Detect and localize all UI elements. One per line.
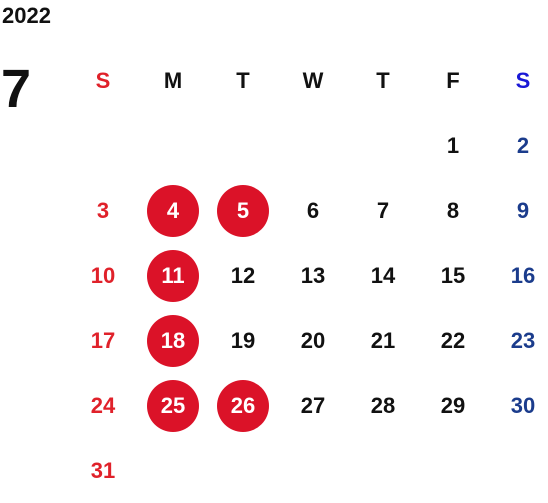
day-cell[interactable]: 1 [418,113,488,178]
day-cell[interactable]: 28 [348,373,418,438]
day-cell[interactable]: 8 [418,178,488,243]
day-number: 5 [217,184,269,237]
day-cell[interactable]: 2 [488,113,548,178]
day-cell[interactable]: 12 [208,243,278,308]
year-label: 2022 [2,3,51,28]
empty-day-cell [68,113,138,178]
weekday-header: F [446,67,460,93]
day-cell[interactable]: 22 [418,308,488,373]
weekday-header: T [236,67,250,93]
day-cell[interactable]: 30 [488,373,548,438]
empty-day-cell [208,113,278,178]
holiday-day-cell[interactable]: 26 [208,373,278,438]
day-number: 13 [300,262,326,288]
day-number: 8 [446,197,460,223]
day-number: 11 [147,249,199,302]
holiday-day-cell[interactable]: 18 [138,308,208,373]
day-cell[interactable]: 3 [68,178,138,243]
day-number: 6 [306,197,320,223]
day-number: 15 [440,262,466,288]
day-number: 23 [510,327,536,353]
holiday-day-cell[interactable]: 4 [138,178,208,243]
day-number: 25 [147,379,199,432]
day-number: 19 [230,327,256,353]
calendar-grid: S M T W T F S 1 2 3 4 5 6 7 8 9 10 11 12 13 14 15 16 17 18 19 20 21… [68,48,548,503]
day-number: 18 [147,314,199,367]
empty-day-cell [278,113,348,178]
day-number: 16 [510,262,536,288]
day-cell[interactable]: 20 [278,308,348,373]
weekday-header: M [163,67,183,93]
day-number: 31 [90,457,116,483]
day-number: 4 [147,184,199,237]
holiday-day-cell[interactable]: 11 [138,243,208,308]
weekday-header: W [302,67,324,93]
day-number: 9 [516,197,530,223]
day-cell[interactable]: 24 [68,373,138,438]
day-number: 12 [230,262,256,288]
day-number: 26 [217,379,269,432]
day-number: 21 [370,327,396,353]
month-number: 7 [1,59,32,119]
day-cell[interactable]: 31 [68,438,138,503]
day-number: 24 [90,392,116,418]
day-number: 22 [440,327,466,353]
day-number: 20 [300,327,326,353]
weekday-header: T [376,67,390,93]
day-cell[interactable]: 29 [418,373,488,438]
day-number: 3 [96,197,110,223]
day-cell[interactable]: 19 [208,308,278,373]
day-number: 2 [516,132,530,158]
day-cell[interactable]: 10 [68,243,138,308]
day-number: 14 [370,262,396,288]
day-cell[interactable]: 14 [348,243,418,308]
day-cell[interactable]: 9 [488,178,548,243]
holiday-day-cell[interactable]: 5 [208,178,278,243]
day-number: 30 [510,392,536,418]
day-number: 28 [370,392,396,418]
weekday-header: S [95,67,111,93]
day-number: 17 [90,327,116,353]
weekday-header: S [515,67,531,93]
day-number: 1 [446,132,460,158]
day-cell[interactable]: 6 [278,178,348,243]
empty-day-cell [348,113,418,178]
day-number: 10 [90,262,116,288]
day-cell[interactable]: 21 [348,308,418,373]
holiday-day-cell[interactable]: 25 [138,373,208,438]
day-number: 7 [376,197,390,223]
day-cell[interactable]: 15 [418,243,488,308]
day-cell[interactable]: 13 [278,243,348,308]
day-cell[interactable]: 17 [68,308,138,373]
day-cell[interactable]: 23 [488,308,548,373]
day-cell[interactable]: 7 [348,178,418,243]
day-cell[interactable]: 16 [488,243,548,308]
day-number: 27 [300,392,326,418]
day-cell[interactable]: 27 [278,373,348,438]
day-number: 29 [440,392,466,418]
empty-day-cell [138,113,208,178]
